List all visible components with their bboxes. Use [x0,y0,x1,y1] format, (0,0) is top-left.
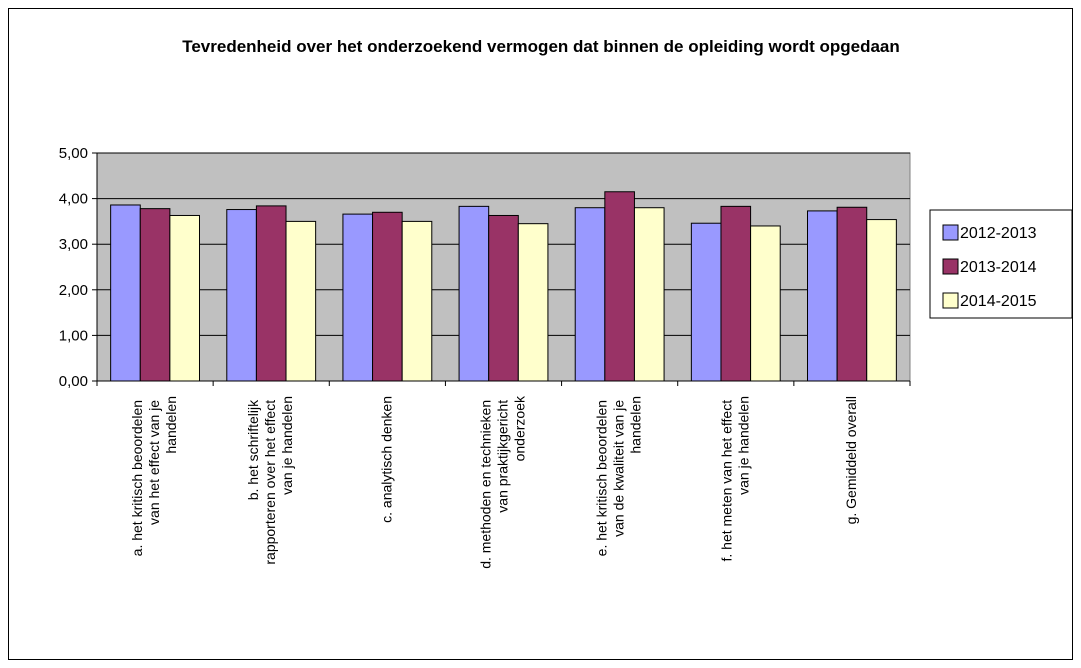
bar [488,214,519,382]
x-tick-label: e. het kritisch beoordelen van de kwalit… [594,396,644,556]
bar [285,220,317,382]
legend-swatch [942,258,959,275]
x-tick-label: b. het schriftelijk rapporteren over het… [245,396,295,565]
y-tick-label: 4,00 [59,191,88,208]
bar [342,213,374,382]
bar [807,210,838,382]
y-tick-label: 5,00 [59,145,88,162]
bar [866,219,897,382]
bar [633,207,665,382]
x-tick-label: g. Gemiddeld overall [843,396,859,524]
y-tick-label: 2,00 [59,282,88,299]
x-tick-label: a. het kritisch beoordelen van het effec… [129,396,179,556]
bar [255,205,287,382]
bar [110,204,141,382]
bar [169,214,200,382]
x-tick-label: f. het meten van het effect van je hande… [718,396,751,562]
bar [401,220,433,382]
bar [574,207,606,382]
bar [372,211,403,382]
legend-label: 2014-2015 [960,293,1037,310]
bar [690,222,722,382]
chart-title: Tevredenheid over het onderzoekend vermo… [182,37,900,56]
bar [139,208,171,382]
legend-label: 2013-2014 [960,259,1037,276]
legend-label: 2012-2013 [960,225,1037,242]
y-tick-label: 1,00 [59,327,88,344]
legend-swatch [942,292,959,309]
bar [836,206,868,382]
bar [458,205,490,382]
y-tick-label: 0,00 [59,373,88,390]
x-tick-label: d. methoden en technieken van praktijkge… [478,395,528,569]
y-tick-label: 3,00 [59,236,88,253]
bar [226,209,257,382]
bar [750,225,781,382]
bar [720,205,752,382]
x-tick-label: c. analytisch denken [378,396,394,523]
legend-swatch [942,224,959,241]
bar [604,191,635,382]
bar [517,223,549,382]
